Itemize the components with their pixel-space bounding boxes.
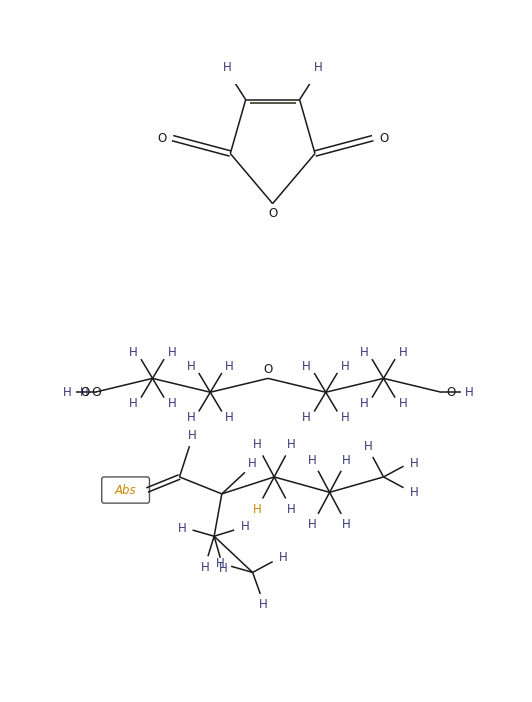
Text: H: H [342,453,351,467]
Text: H: H [168,347,176,359]
Text: H: H [225,360,234,373]
Text: H: H [340,360,350,373]
Text: O: O [157,132,167,145]
Text: H: H [314,61,322,74]
Text: H: H [188,429,197,442]
Text: H: H [410,456,419,470]
Text: H: H [398,397,407,410]
Text: H: H [364,439,372,453]
Text: H: H [410,486,419,499]
Text: H: H [219,562,228,575]
Text: H: H [168,397,176,410]
Text: H: H [248,456,257,470]
Text: O: O [91,385,101,399]
Text: H: H [398,347,407,359]
Text: H: H [201,560,209,574]
Text: H: H [225,411,234,424]
Text: H: H [253,438,262,451]
Text: O: O [379,132,388,145]
Text: H: H [309,518,317,531]
Text: Abs: Abs [115,484,136,496]
Text: H: H [464,385,473,399]
Text: O: O [447,385,456,399]
Text: H: H [129,347,138,359]
Text: H: H [360,347,369,359]
Text: H: H [340,411,350,424]
Text: H: H [360,397,369,410]
Text: H: H [287,503,295,516]
Text: H: H [80,385,88,399]
Text: H: H [187,411,195,424]
Text: H: H [309,453,317,467]
Text: H: H [342,518,351,531]
Text: H: H [223,61,231,74]
Text: H: H [302,360,311,373]
Text: H: H [216,557,225,570]
Text: O: O [263,363,273,376]
Text: H: H [302,411,311,424]
Text: H: H [253,503,262,516]
Text: O: O [80,385,89,399]
Text: H: H [63,385,71,399]
Text: H: H [287,438,295,451]
Text: O: O [268,207,277,220]
Text: H: H [240,520,250,534]
Text: H: H [279,550,288,564]
Text: H: H [177,522,186,535]
Text: H: H [259,598,268,611]
FancyBboxPatch shape [102,477,149,503]
Text: H: H [129,397,138,410]
Text: H: H [187,360,195,373]
